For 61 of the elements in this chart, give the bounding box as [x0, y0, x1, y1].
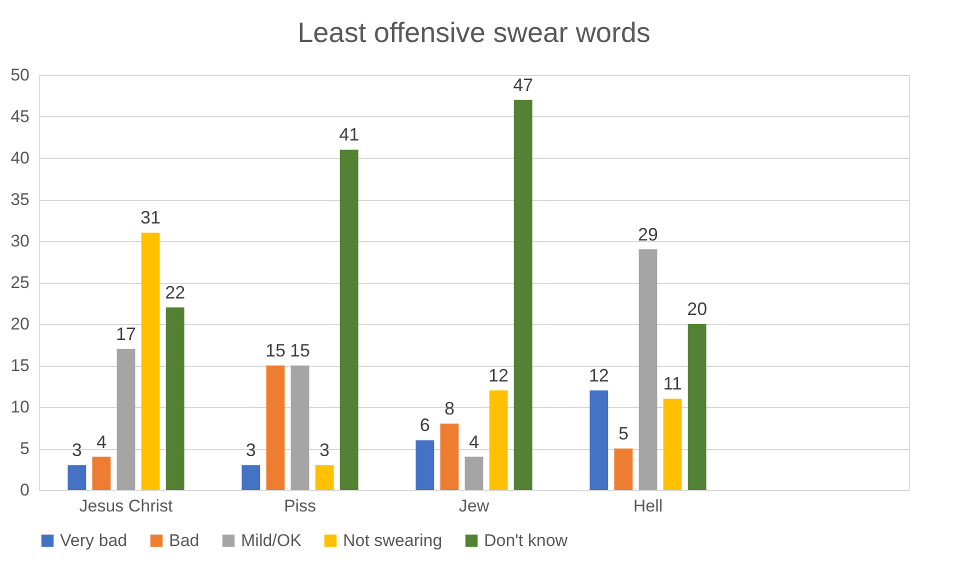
bar [514, 100, 532, 490]
bar [663, 398, 682, 490]
x-tick-label: Jesus Christ [79, 496, 174, 516]
data-label: 41 [339, 124, 360, 145]
bar [116, 348, 136, 490]
data-label: 12 [488, 365, 509, 386]
legend-label: Not swearing [343, 530, 442, 550]
data-label: 22 [165, 282, 186, 302]
data-label: 8 [444, 398, 454, 419]
data-label: 15 [265, 340, 286, 360]
x-tick-label: Jew [458, 496, 490, 516]
bar [464, 456, 484, 490]
data-label: 3 [246, 440, 256, 460]
bar [416, 440, 434, 490]
y-tick-label: 5 [20, 439, 30, 458]
y-tick-label: 50 [10, 66, 30, 84]
data-label: 3 [320, 440, 330, 460]
legend-label: Don't know [484, 530, 568, 550]
data-label: 17 [116, 324, 136, 344]
bar [638, 249, 658, 490]
data-label: 20 [687, 299, 708, 319]
bar [92, 456, 111, 490]
y-tick-label: 30 [10, 232, 30, 250]
y-tick-label: 10 [10, 398, 30, 416]
data-label: 3 [72, 440, 82, 460]
legend-label: Mild/OK [241, 530, 302, 550]
bar [489, 390, 508, 490]
chart-title: Least offensive swear words [298, 17, 650, 48]
bar [68, 465, 86, 490]
data-label: 15 [290, 340, 310, 360]
bar [688, 324, 706, 490]
data-label: 47 [513, 74, 534, 95]
bar [242, 465, 260, 490]
bar [340, 150, 358, 490]
bar [440, 424, 459, 490]
legend-label: Bad [169, 530, 200, 550]
data-label: 29 [638, 224, 658, 244]
y-tick-label: 0 [20, 480, 30, 500]
bar [141, 232, 160, 490]
y-tick-label: 25 [10, 273, 30, 292]
bar [290, 366, 310, 490]
y-tick-label: 35 [10, 190, 30, 209]
data-label: 4 [96, 432, 106, 452]
x-tick-label: Piss [284, 496, 316, 516]
x-tick-label: Hell [633, 496, 663, 516]
y-tick-label: 40 [10, 148, 30, 168]
data-label: 5 [618, 424, 628, 444]
bar [315, 465, 334, 490]
data-label: 31 [140, 208, 161, 228]
y-tick-label: 15 [10, 356, 30, 375]
bar [166, 307, 184, 490]
data-label: 11 [663, 374, 682, 394]
bar [590, 390, 608, 490]
bar [614, 448, 633, 490]
bar [266, 366, 285, 490]
data-label: 4 [468, 432, 480, 452]
data-label: 12 [588, 365, 609, 386]
data-label: 6 [420, 415, 430, 436]
y-tick-label: 45 [10, 107, 30, 126]
legend-label: Very bad [60, 530, 128, 550]
y-tick-label: 20 [10, 314, 30, 334]
